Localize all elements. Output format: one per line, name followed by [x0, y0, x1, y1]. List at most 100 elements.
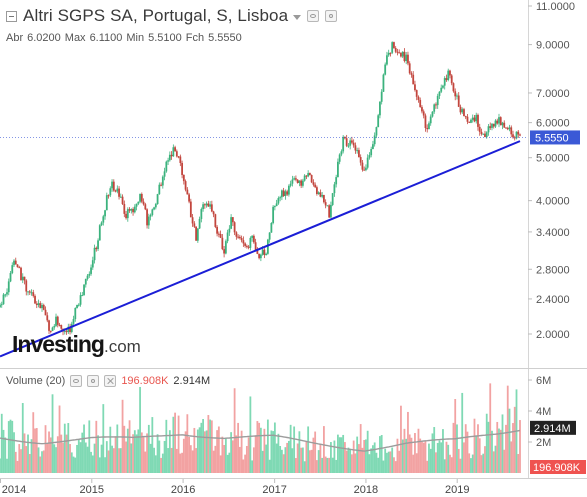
candle-body [167, 160, 169, 162]
volume-bar [391, 447, 394, 473]
candle-body [100, 222, 103, 226]
candle-body [238, 236, 241, 239]
candle-body [328, 205, 331, 218]
candle-body [366, 157, 369, 168]
volume-bar [224, 437, 227, 473]
candle-body [272, 206, 275, 223]
candle-body [491, 123, 493, 128]
volume-bar [489, 383, 492, 473]
volume-bar [167, 448, 169, 473]
volume-bar [452, 422, 455, 473]
candle-body [177, 156, 180, 158]
candle-body [27, 291, 29, 293]
volume-bar [273, 422, 276, 473]
candle-body [450, 75, 453, 84]
volume-bar [459, 458, 462, 473]
volume-bar [429, 448, 432, 473]
volume-bar [365, 439, 367, 473]
candle-body [429, 116, 432, 124]
volume-bar [102, 404, 105, 473]
candle-body [39, 303, 42, 309]
volume-bar [405, 438, 408, 473]
volume-bar [214, 445, 217, 473]
candle-body [195, 226, 197, 241]
volume-bar [107, 450, 110, 473]
ohlc-open-label: Abr [6, 32, 24, 44]
volume-bar [389, 451, 392, 473]
volume-bar [457, 448, 460, 473]
volume-bar [480, 455, 483, 473]
volume-bar [340, 437, 343, 473]
candle-body [389, 52, 392, 54]
volume-bar [125, 441, 127, 473]
candle-body [25, 280, 28, 292]
volume-bar [494, 445, 497, 473]
volume-bar [380, 435, 383, 473]
candle-body [72, 319, 75, 324]
volume-bar [450, 457, 453, 473]
volume-bar [147, 424, 150, 473]
volume-bar [289, 424, 292, 473]
candle-body [186, 189, 189, 195]
volume-bar [326, 457, 329, 473]
candle-body [237, 236, 240, 238]
candle-body [471, 117, 474, 120]
chevron-down-icon[interactable] [293, 15, 302, 20]
collapse-icon[interactable] [6, 11, 17, 22]
candle-body [46, 315, 49, 321]
settings-icon[interactable] [87, 375, 100, 387]
volume-bar [501, 414, 504, 473]
volume-bar [417, 428, 420, 473]
close-icon[interactable] [104, 375, 117, 387]
candle-body [212, 211, 215, 215]
volume-bar [77, 438, 80, 473]
volume-bar [422, 442, 425, 473]
volume-bar [51, 394, 54, 473]
eye-icon[interactable] [307, 10, 320, 22]
volume-bar [301, 447, 304, 473]
volume-bar [44, 425, 47, 473]
volume-bar [256, 421, 259, 473]
volume-bar [210, 420, 213, 473]
volume-bar [270, 430, 273, 473]
candle-body [132, 209, 134, 213]
candle-body [284, 191, 287, 197]
volume-bar [105, 441, 108, 473]
settings-icon[interactable] [325, 10, 338, 22]
eye-icon[interactable] [70, 375, 83, 387]
candle-body [144, 204, 147, 210]
volume-bar [179, 453, 182, 473]
candle-body [174, 147, 176, 152]
volume-bar [424, 440, 427, 473]
volume-bar [400, 405, 402, 473]
candle-body [233, 222, 236, 233]
volume-bar [351, 454, 353, 473]
investing-logo: Investing.com [12, 331, 141, 358]
candle-body [67, 326, 70, 333]
price-tick-label-7: 2.8000 [536, 264, 570, 276]
volume-bar [349, 448, 352, 473]
volume-bar [114, 436, 117, 473]
volume-bar [387, 451, 390, 473]
candle-body [107, 195, 110, 197]
candle-body [168, 154, 171, 161]
candle-body [498, 117, 500, 124]
candle-body [200, 209, 203, 219]
volume-bar [14, 451, 17, 473]
candle-body [154, 204, 157, 208]
candle-body [501, 122, 504, 126]
candle-body [88, 273, 91, 276]
candle-body [256, 249, 259, 254]
volume-bar [139, 386, 141, 473]
candle-body [32, 292, 35, 296]
candle-body [321, 195, 324, 197]
candle-body [287, 185, 290, 195]
ohlc-open-value: 6.0200 [27, 32, 61, 44]
candle-body [506, 128, 509, 130]
volume-bar [177, 415, 180, 473]
candle-body [109, 188, 112, 196]
candle-body [172, 147, 175, 157]
candle-body [408, 63, 411, 74]
volume-bar [9, 419, 12, 473]
